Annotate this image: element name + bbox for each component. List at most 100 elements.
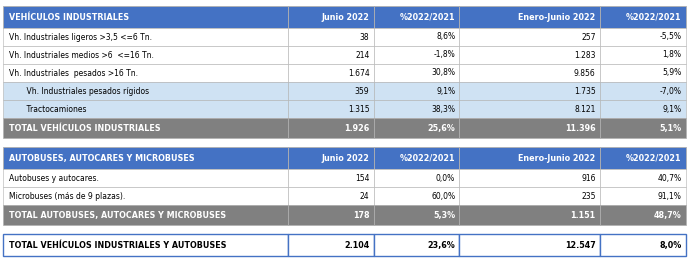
Text: 1.315: 1.315	[348, 105, 369, 113]
Bar	[3, 187, 288, 205]
Text: -1,8%: -1,8%	[433, 51, 455, 59]
Bar	[600, 64, 686, 82]
Bar	[3, 6, 288, 28]
Text: 916: 916	[582, 173, 596, 182]
Bar	[288, 64, 373, 82]
Bar	[460, 187, 600, 205]
Bar	[373, 205, 460, 225]
Bar	[288, 205, 373, 225]
Text: 60,0%: 60,0%	[431, 192, 455, 200]
Bar	[373, 147, 460, 169]
Text: Junio 2022: Junio 2022	[322, 153, 369, 163]
Bar	[3, 64, 288, 82]
Bar	[460, 118, 600, 138]
Text: Junio 2022: Junio 2022	[322, 13, 369, 21]
Bar	[3, 46, 288, 64]
Text: 1.926: 1.926	[344, 123, 369, 133]
Text: 48,7%: 48,7%	[654, 210, 681, 220]
Bar	[600, 28, 686, 46]
Text: 12.547: 12.547	[565, 240, 596, 249]
Bar	[3, 82, 288, 100]
Text: %2022/2021: %2022/2021	[626, 153, 681, 163]
Bar	[600, 169, 686, 187]
Text: Vh. Industriales medios >6  <=16 Tn.: Vh. Industriales medios >6 <=16 Tn.	[9, 51, 154, 59]
Text: 178: 178	[353, 210, 369, 220]
Bar	[288, 82, 373, 100]
Bar	[3, 100, 288, 118]
Text: Vh. Industriales  pesados >16 Tn.: Vh. Industriales pesados >16 Tn.	[9, 68, 138, 78]
Bar	[600, 100, 686, 118]
Bar	[460, 169, 600, 187]
Text: 1.283: 1.283	[574, 51, 596, 59]
Text: 359: 359	[355, 86, 369, 96]
Text: 23,6%: 23,6%	[427, 240, 455, 249]
Text: 9,1%: 9,1%	[662, 105, 681, 113]
Text: TOTAL VEHÍCULOS INDUSTRIALES: TOTAL VEHÍCULOS INDUSTRIALES	[9, 123, 161, 133]
Text: %2022/2021: %2022/2021	[400, 153, 455, 163]
Text: AUTOBUSES, AUTOCARES Y MICROBUSES: AUTOBUSES, AUTOCARES Y MICROBUSES	[9, 153, 194, 163]
Bar	[600, 118, 686, 138]
Bar	[3, 118, 288, 138]
Text: -5,5%: -5,5%	[659, 33, 681, 41]
Text: 91,1%: 91,1%	[657, 192, 681, 200]
Text: 5,9%: 5,9%	[662, 68, 681, 78]
Text: 9,1%: 9,1%	[436, 86, 455, 96]
Bar	[600, 234, 686, 256]
Bar	[288, 187, 373, 205]
Text: 5,1%: 5,1%	[659, 123, 681, 133]
Bar	[460, 147, 600, 169]
Text: 8.121: 8.121	[575, 105, 596, 113]
Text: 38: 38	[360, 33, 369, 41]
Text: 38,3%: 38,3%	[431, 105, 455, 113]
Bar	[373, 82, 460, 100]
Bar	[600, 6, 686, 28]
Text: Enero-Junio 2022: Enero-Junio 2022	[519, 13, 596, 21]
Text: TOTAL AUTOBUSES, AUTOCARES Y MICROBUSES: TOTAL AUTOBUSES, AUTOCARES Y MICROBUSES	[9, 210, 226, 220]
Text: 154: 154	[355, 173, 369, 182]
Text: 40,7%: 40,7%	[657, 173, 681, 182]
Text: %2022/2021: %2022/2021	[400, 13, 455, 21]
Text: 24: 24	[360, 192, 369, 200]
Text: 8,6%: 8,6%	[436, 33, 455, 41]
Bar	[460, 64, 600, 82]
Bar	[373, 6, 460, 28]
Text: 5,3%: 5,3%	[433, 210, 455, 220]
Text: Vh. Industriales pesados rígidos: Vh. Industriales pesados rígidos	[17, 86, 150, 96]
Bar	[460, 234, 600, 256]
Bar	[460, 46, 600, 64]
Text: 235: 235	[582, 192, 596, 200]
Bar	[288, 147, 373, 169]
Text: Microbuses (más de 9 plazas).: Microbuses (más de 9 plazas).	[9, 192, 125, 200]
Bar	[3, 28, 288, 46]
Bar	[288, 46, 373, 64]
Bar	[288, 100, 373, 118]
Bar	[373, 187, 460, 205]
Text: 1.151: 1.151	[570, 210, 596, 220]
Bar	[600, 187, 686, 205]
Bar	[460, 6, 600, 28]
Bar	[460, 100, 600, 118]
Bar	[3, 234, 288, 256]
Text: -7,0%: -7,0%	[659, 86, 681, 96]
Text: Vh. Industriales ligeros >3,5 <=6 Tn.: Vh. Industriales ligeros >3,5 <=6 Tn.	[9, 33, 152, 41]
Bar	[600, 147, 686, 169]
Text: 2.104: 2.104	[344, 240, 369, 249]
Bar	[3, 147, 288, 169]
Bar	[460, 82, 600, 100]
Bar	[373, 169, 460, 187]
Text: 1.674: 1.674	[348, 68, 369, 78]
Text: 1.735: 1.735	[574, 86, 596, 96]
Bar	[3, 205, 288, 225]
Text: 214: 214	[355, 51, 369, 59]
Text: 9.856: 9.856	[574, 68, 596, 78]
Bar	[288, 118, 373, 138]
Text: Enero-Junio 2022: Enero-Junio 2022	[519, 153, 596, 163]
Text: 30,8%: 30,8%	[431, 68, 455, 78]
Bar	[373, 64, 460, 82]
Text: Tractocamiones: Tractocamiones	[17, 105, 87, 113]
Bar	[288, 6, 373, 28]
Bar	[288, 28, 373, 46]
Text: 25,6%: 25,6%	[427, 123, 455, 133]
Bar	[600, 205, 686, 225]
Bar	[3, 169, 288, 187]
